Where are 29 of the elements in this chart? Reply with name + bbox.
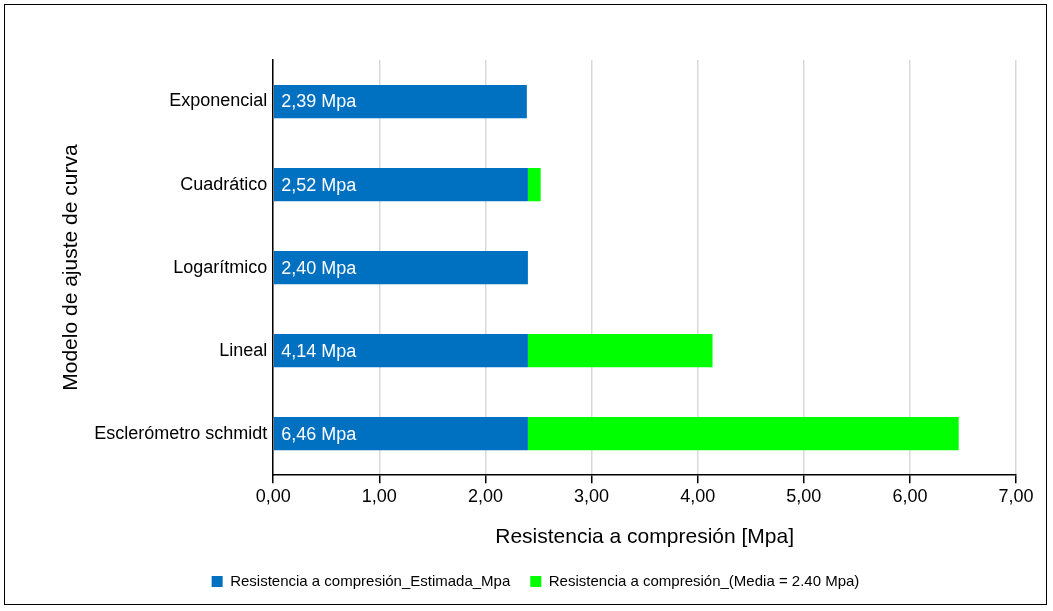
x-tick-label: 3,00 <box>574 485 610 506</box>
x-tick-label: 0,00 <box>255 485 291 506</box>
x-axis-title: Resistencia a compresión [Mpa] <box>495 524 795 548</box>
x-tick-label: 6,00 <box>892 485 928 506</box>
y-tick-label: Exponencial <box>169 90 268 111</box>
y-tick-label: Lineal <box>219 339 268 360</box>
x-tick-label: 1,00 <box>361 485 397 506</box>
y-axis-title: Modelo de ajuste de curva <box>58 144 82 391</box>
x-tick-label: 5,00 <box>786 485 822 506</box>
legend-label: Resistencia a compresión_Estimada_Mpa <box>230 571 511 589</box>
bar <box>274 334 528 368</box>
total-label: 2,40 Mpa <box>281 257 358 278</box>
bar <box>527 334 713 368</box>
total-label: 4,14 Mpa <box>281 340 358 361</box>
bar <box>274 250 528 285</box>
legend-label: Resistencia a compresión_(Media = 2.40 Mpa) <box>548 571 860 589</box>
bar <box>274 84 527 119</box>
y-tick-label: Logarítmico <box>173 256 268 277</box>
total-label: 6,46 Mpa <box>281 423 358 444</box>
x-tick-label: 7,00 <box>998 485 1034 506</box>
total-label: 2,52 Mpa <box>281 174 358 195</box>
x-tick-label: 4,00 <box>680 485 716 506</box>
bar <box>527 167 541 202</box>
total-label: 2,39 Mpa <box>281 91 358 112</box>
x-tick-label: 2,00 <box>467 485 503 506</box>
y-tick-label: Esclerómetro schmidt <box>94 422 268 443</box>
bar <box>274 417 528 451</box>
y-tick-label: Cuadrático <box>180 173 268 194</box>
bar <box>274 167 528 202</box>
